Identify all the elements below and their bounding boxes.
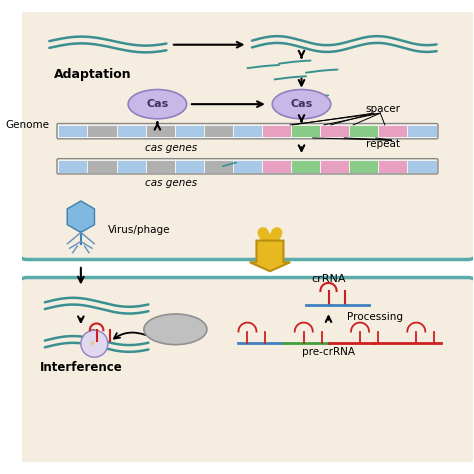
- FancyBboxPatch shape: [117, 125, 146, 137]
- Text: cas genes: cas genes: [145, 178, 197, 189]
- Text: repeat: repeat: [365, 139, 400, 149]
- Ellipse shape: [272, 90, 331, 119]
- FancyBboxPatch shape: [320, 125, 349, 137]
- FancyBboxPatch shape: [18, 7, 474, 260]
- FancyBboxPatch shape: [175, 160, 204, 173]
- FancyBboxPatch shape: [146, 160, 175, 173]
- FancyBboxPatch shape: [233, 125, 262, 137]
- FancyBboxPatch shape: [87, 160, 117, 173]
- Text: cas genes: cas genes: [145, 143, 197, 153]
- Text: ⚡: ⚡: [89, 339, 96, 349]
- FancyBboxPatch shape: [146, 125, 175, 137]
- FancyBboxPatch shape: [87, 125, 117, 137]
- FancyBboxPatch shape: [117, 160, 146, 173]
- Text: crRNA: crRNA: [311, 274, 346, 284]
- Text: Cas: Cas: [291, 99, 313, 109]
- FancyBboxPatch shape: [204, 125, 233, 137]
- FancyBboxPatch shape: [408, 160, 437, 173]
- Ellipse shape: [144, 314, 207, 345]
- FancyBboxPatch shape: [262, 160, 291, 173]
- Circle shape: [81, 330, 108, 357]
- FancyBboxPatch shape: [349, 125, 378, 137]
- Ellipse shape: [128, 90, 187, 119]
- Text: pre-crRNA: pre-crRNA: [302, 347, 355, 357]
- Text: Interference: Interference: [39, 361, 122, 374]
- Text: Cas9: Cas9: [160, 324, 191, 334]
- FancyBboxPatch shape: [378, 125, 408, 137]
- FancyBboxPatch shape: [378, 160, 408, 173]
- Text: Adaptation: Adaptation: [54, 68, 131, 81]
- FancyBboxPatch shape: [320, 160, 349, 173]
- Text: Processing: Processing: [346, 312, 402, 322]
- FancyBboxPatch shape: [233, 160, 262, 173]
- FancyArrow shape: [250, 241, 290, 271]
- Text: Cas: Cas: [146, 99, 169, 109]
- Text: Virus/phage: Virus/phage: [108, 225, 170, 235]
- FancyBboxPatch shape: [349, 160, 378, 173]
- FancyBboxPatch shape: [408, 125, 437, 137]
- Text: Genome: Genome: [5, 120, 49, 130]
- Text: spacer: spacer: [365, 104, 400, 114]
- FancyBboxPatch shape: [291, 160, 320, 173]
- FancyBboxPatch shape: [175, 125, 204, 137]
- FancyBboxPatch shape: [58, 160, 87, 173]
- FancyBboxPatch shape: [204, 160, 233, 173]
- FancyBboxPatch shape: [291, 125, 320, 137]
- FancyBboxPatch shape: [18, 278, 474, 467]
- FancyBboxPatch shape: [58, 125, 87, 137]
- FancyBboxPatch shape: [262, 125, 291, 137]
